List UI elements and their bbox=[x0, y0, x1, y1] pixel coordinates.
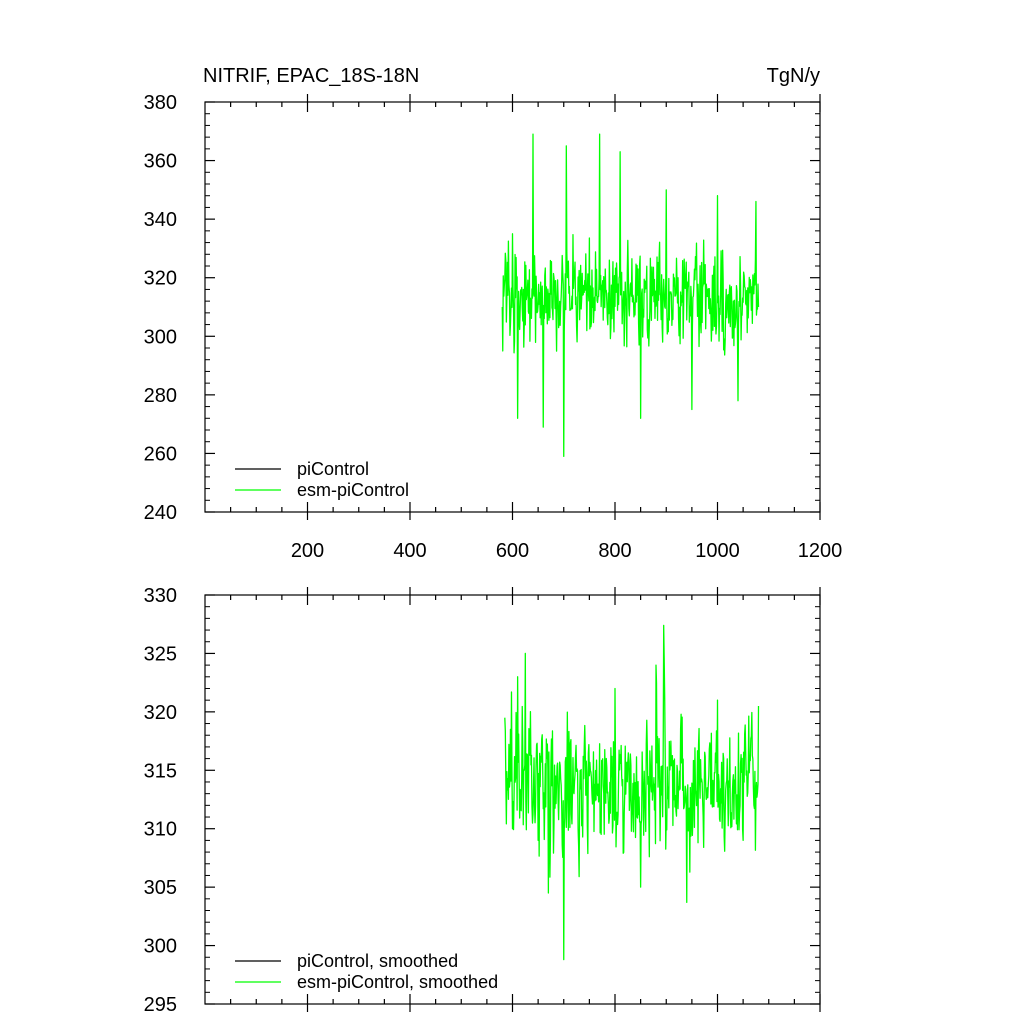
bottom-series-group bbox=[504, 624, 760, 961]
bottom-ticks: 295 300 305 310 315 320 325 330 bbox=[144, 585, 821, 1016]
x-tick-label: 400 bbox=[393, 540, 426, 562]
y-tick-label: 305 bbox=[144, 877, 177, 899]
top-ticks: 240 260 280 300 320 340 360 380 200 400 600 800 1000… bbox=[144, 92, 843, 562]
legend-label-esm-picontrol-smoothed: esm-piControl, smoothed bbox=[297, 972, 498, 992]
y-tick-label: 240 bbox=[144, 502, 177, 524]
series-line-esm-picontrol-smoothed bbox=[504, 624, 760, 961]
y-tick-label: 300 bbox=[144, 326, 177, 348]
chart-title: NITRIF, EPAC_18S-18N bbox=[203, 65, 419, 87]
x-tick-label: 800 bbox=[598, 540, 631, 562]
y-tick-label: 295 bbox=[144, 994, 177, 1016]
x-tick-label: 200 bbox=[291, 540, 324, 562]
y-tick-label: 320 bbox=[144, 268, 177, 290]
y-tick-label: 380 bbox=[144, 92, 177, 114]
series-line-esm-picontrol bbox=[501, 133, 760, 458]
legend-label-picontrol: piControl bbox=[297, 459, 369, 479]
y-tick-label: 325 bbox=[144, 643, 177, 665]
legend-label-esm-picontrol: esm-piControl bbox=[297, 480, 409, 500]
top-series-group bbox=[501, 133, 760, 458]
x-tick-label: 1200 bbox=[798, 540, 843, 562]
y-tick-label: 300 bbox=[144, 936, 177, 958]
y-tick-label: 330 bbox=[144, 585, 177, 607]
x-tick-label: 1000 bbox=[695, 540, 740, 562]
y-tick-label: 280 bbox=[144, 385, 177, 407]
units-label: TgN/y bbox=[767, 65, 820, 87]
y-tick-label: 320 bbox=[144, 702, 177, 724]
legend-label-picontrol-smoothed: piControl, smoothed bbox=[297, 951, 458, 971]
y-tick-label: 260 bbox=[144, 443, 177, 465]
bottom-legend: piControl, smoothed esm-piControl, smoot… bbox=[235, 951, 498, 992]
y-tick-label: 360 bbox=[144, 151, 177, 173]
x-tick-label: 600 bbox=[496, 540, 529, 562]
top-panel: NITRIF, EPAC_18S-18N TgN/y 240 260 280 300 3… bbox=[144, 65, 843, 562]
top-legend: piControl esm-piControl bbox=[235, 459, 409, 500]
bottom-panel: 295 300 305 310 315 320 325 330 piControl, smoo… bbox=[144, 585, 821, 1016]
y-tick-label: 340 bbox=[144, 209, 177, 231]
y-tick-label: 310 bbox=[144, 819, 177, 841]
y-tick-label: 315 bbox=[144, 760, 177, 782]
